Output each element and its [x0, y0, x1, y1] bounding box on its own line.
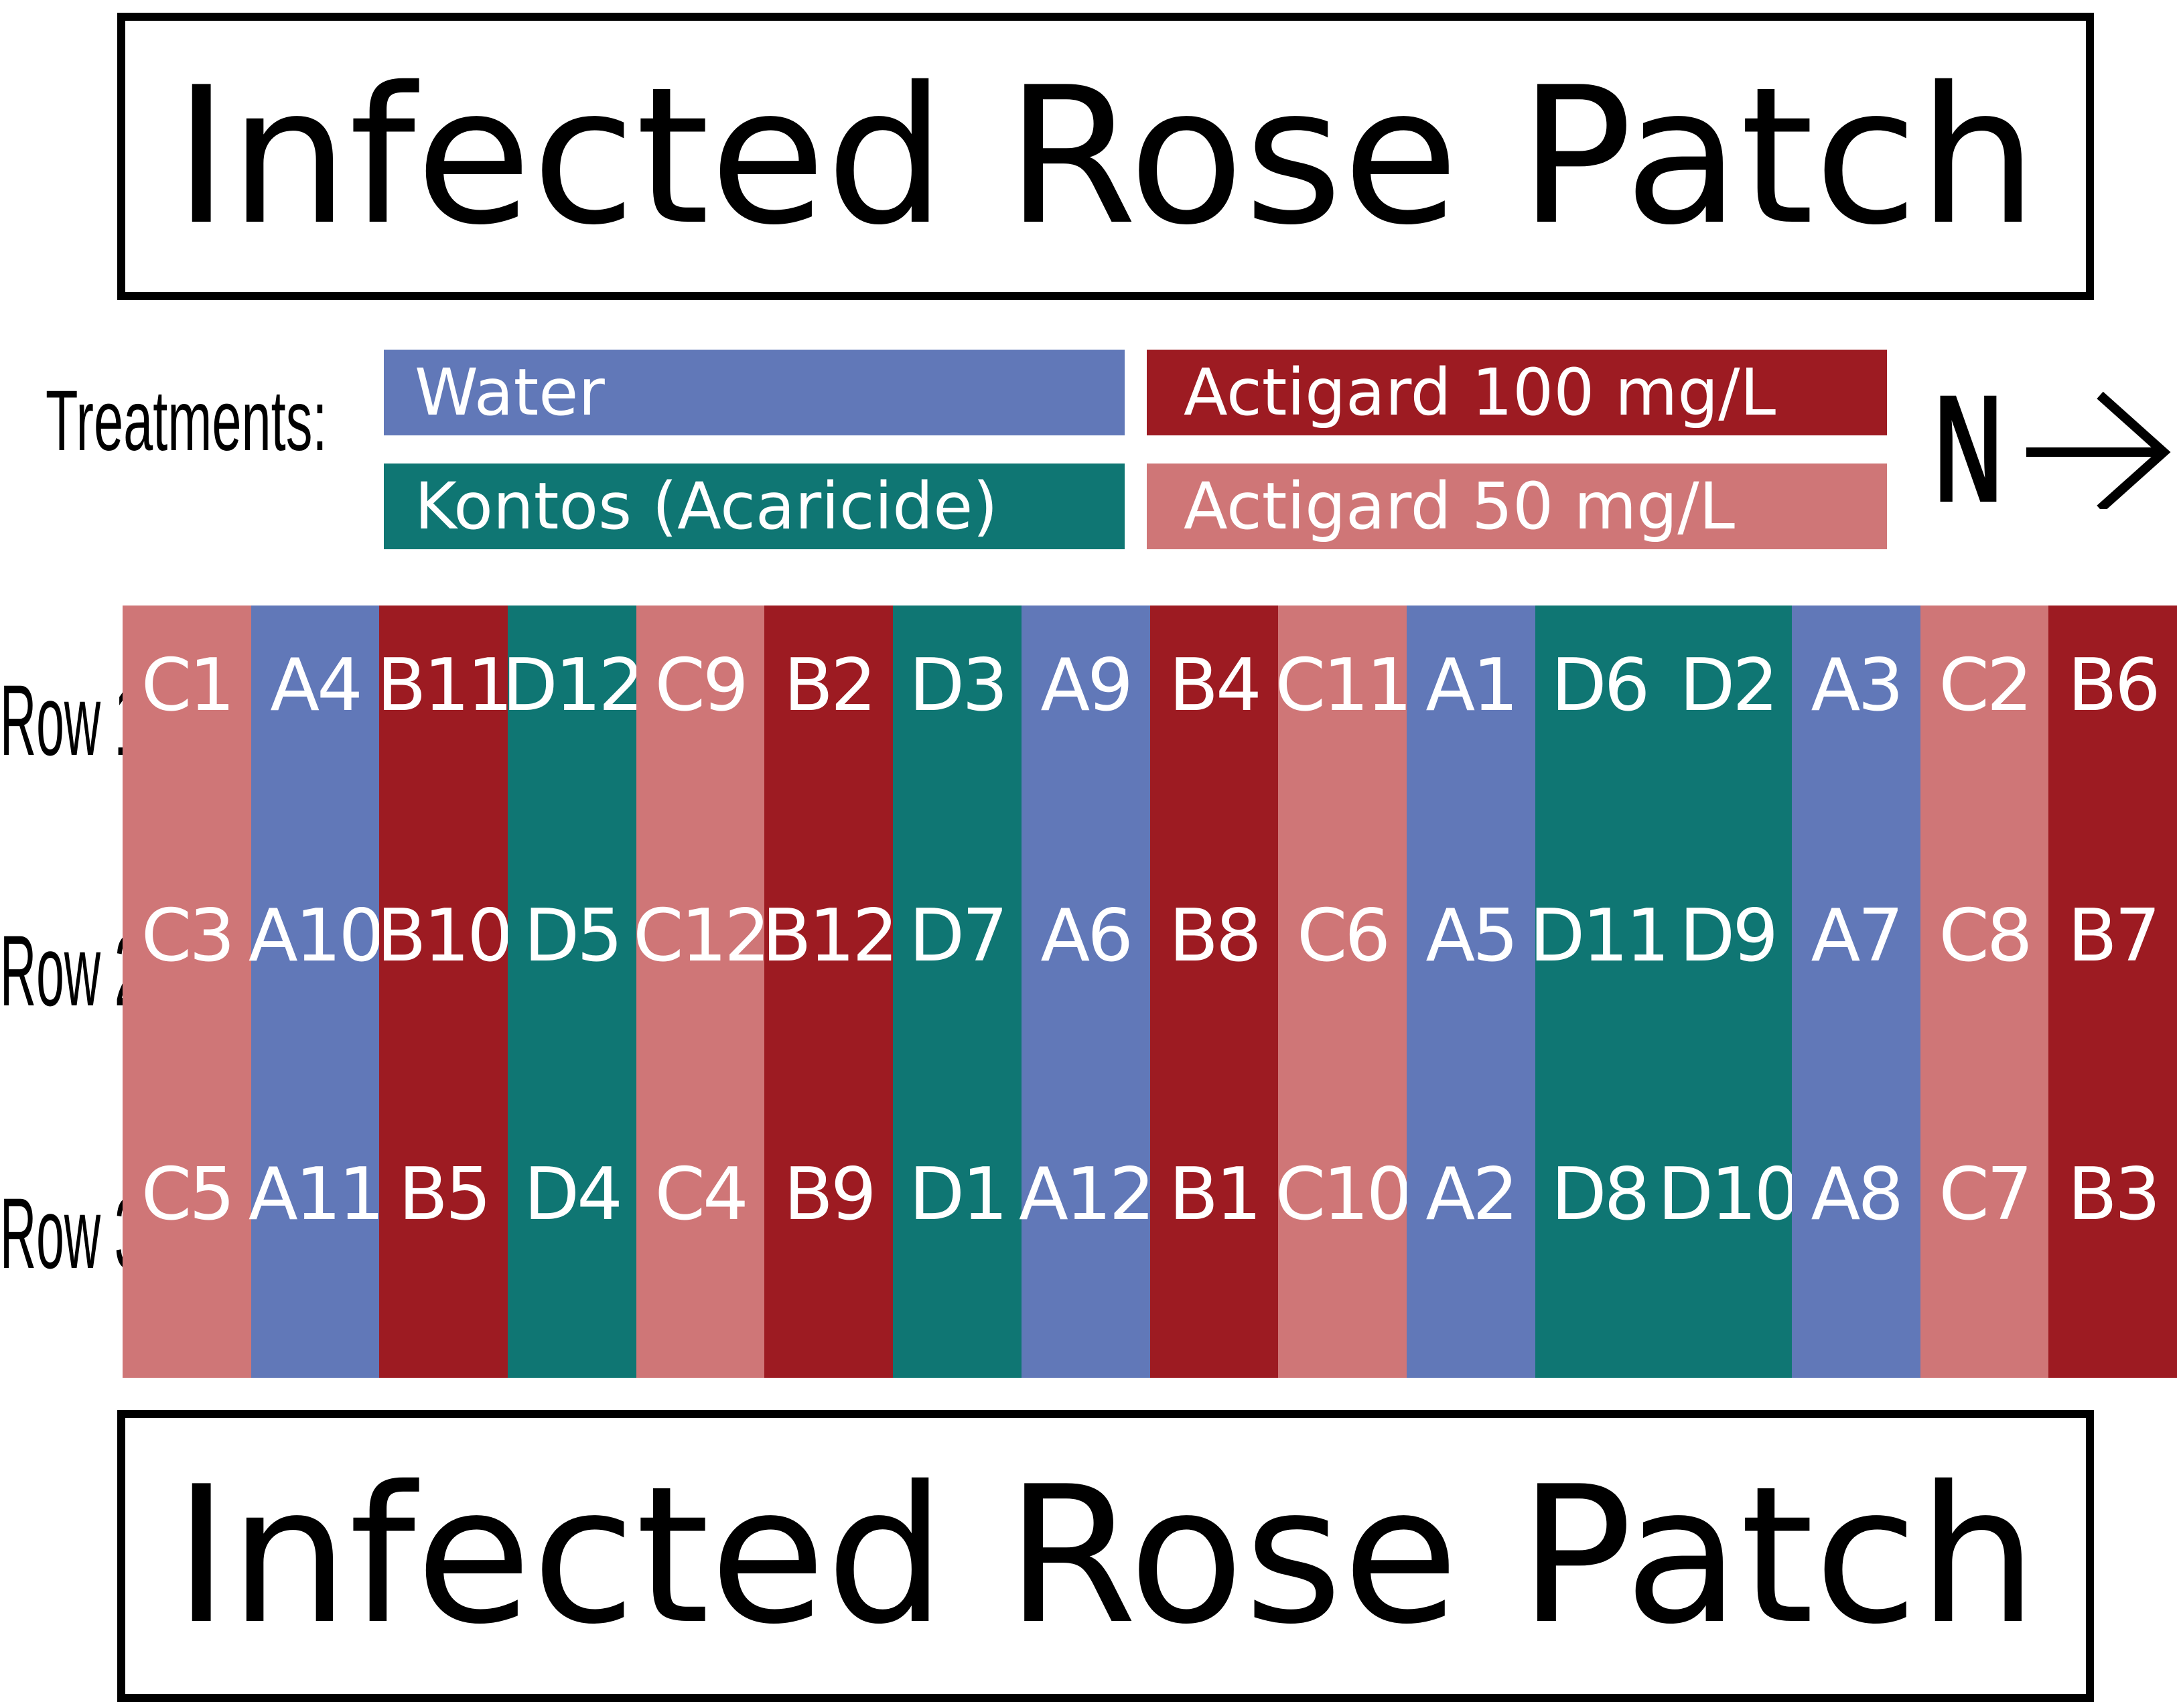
legend-kontos-label: Kontos (Acaricide) — [415, 474, 998, 539]
plot-label: A1 — [1407, 639, 1535, 733]
plot-column: D12 D5 D4 — [508, 606, 636, 1378]
plot-label: C11 — [1278, 639, 1407, 733]
plot-grid: C1 C3 C5 A4 A10 A11 B11 B10 B5 D12 D5 D4 C9 C12 C4 B2 B1… — [123, 606, 2177, 1378]
patch-bottom-title: Infected Rose Patch — [173, 1462, 2038, 1650]
plot-column: A9 A6 A12 — [1022, 606, 1150, 1378]
plot-label: D11 — [1535, 889, 1664, 983]
plot-label: C2 — [1920, 639, 2049, 733]
legend-water-label: Water — [415, 360, 605, 425]
legend-kontos: Kontos (Acaricide) — [384, 464, 1125, 549]
infected-rose-patch-bottom: Infected Rose Patch — [117, 1410, 2094, 1702]
plot-label: A5 — [1407, 889, 1535, 983]
plot-column: D2 D9 D10 — [1663, 606, 1792, 1378]
plot-label: C7 — [1920, 1148, 2049, 1242]
legend-water: Water — [384, 350, 1125, 435]
plot-column: A1 A5 A2 — [1407, 606, 1535, 1378]
plot-column: A4 A10 A11 — [251, 606, 380, 1378]
plot-label: D6 — [1535, 639, 1664, 733]
plot-label: A3 — [1792, 639, 1920, 733]
plot-label: A6 — [1022, 889, 1150, 983]
plot-label: A12 — [1022, 1148, 1150, 1242]
plot-label: C10 — [1278, 1148, 1407, 1242]
legend-actigard-50: Actigard 50 mg/L — [1147, 464, 1887, 549]
plot-label: B10 — [379, 889, 508, 983]
legend-actigard-100: Actigard 100 mg/L — [1147, 350, 1887, 435]
plot-label: B11 — [379, 639, 508, 733]
plot-label: C6 — [1278, 889, 1407, 983]
plot-column: B2 B12 B9 — [764, 606, 893, 1378]
plot-label: B8 — [1150, 889, 1279, 983]
plot-label: D2 — [1663, 639, 1792, 733]
plot-column: C11 C6 C10 — [1278, 606, 1407, 1378]
plot-column: C1 C3 C5 — [123, 606, 251, 1378]
plot-label: D7 — [893, 889, 1022, 983]
plot-label: C1 — [123, 639, 251, 733]
plot-label: B5 — [379, 1148, 508, 1242]
plot-label: C9 — [636, 639, 765, 733]
plot-label: D4 — [508, 1148, 636, 1242]
plot-label: C8 — [1920, 889, 2049, 983]
plot-label: B6 — [2048, 639, 2177, 733]
plot-label: D1 — [893, 1148, 1022, 1242]
plot-column: A3 A7 A8 — [1792, 606, 1920, 1378]
plot-label: B2 — [764, 639, 893, 733]
plot-label: C12 — [636, 889, 765, 983]
patch-top-title: Infected Rose Patch — [173, 62, 2038, 251]
plot-label: A2 — [1407, 1148, 1535, 1242]
plot-column: C2 C8 C7 — [1920, 606, 2049, 1378]
legend-actigard-100-label: Actigard 100 mg/L — [1184, 360, 1776, 425]
plot-label: D9 — [1663, 889, 1792, 983]
plot-label: A9 — [1022, 639, 1150, 733]
plot-label: C5 — [123, 1148, 251, 1242]
plot-column: D3 D7 D1 — [893, 606, 1022, 1378]
row-label-1: Row 1 — [0, 670, 143, 770]
row-label-3: Row 3 — [0, 1183, 143, 1283]
row-label-2: Row 2 — [0, 920, 143, 1021]
plot-label: A11 — [251, 1148, 380, 1242]
plot-label: B9 — [764, 1148, 893, 1242]
arrow-right-icon — [2026, 388, 2174, 509]
plot-label: B7 — [2048, 889, 2177, 983]
infected-rose-patch-top: Infected Rose Patch — [117, 13, 2094, 300]
plot-label: D10 — [1663, 1148, 1792, 1242]
plot-label: A4 — [251, 639, 380, 733]
plot-label: D3 — [893, 639, 1022, 733]
plot-label: B3 — [2048, 1148, 2177, 1242]
plot-label: C4 — [636, 1148, 765, 1242]
plot-label: B12 — [764, 889, 893, 983]
plot-column: B11 B10 B5 — [379, 606, 508, 1378]
plot-label: D12 — [508, 639, 636, 733]
plot-label: B1 — [1150, 1148, 1279, 1242]
north-label: N — [1934, 372, 2003, 526]
plot-label: A7 — [1792, 889, 1920, 983]
plot-label: C3 — [123, 889, 251, 983]
plot-label: A8 — [1792, 1148, 1920, 1242]
plot-column: B6 B7 B3 — [2048, 606, 2177, 1378]
plot-label: D5 — [508, 889, 636, 983]
plot-column: B4 B8 B1 — [1150, 606, 1279, 1378]
plot-column: D6 D11 D8 — [1535, 606, 1664, 1378]
plot-label: A10 — [251, 889, 380, 983]
plot-label: D8 — [1535, 1148, 1664, 1242]
plot-column: C9 C12 C4 — [636, 606, 765, 1378]
treatments-label: Treatments: — [46, 378, 327, 464]
legend-actigard-50-label: Actigard 50 mg/L — [1184, 474, 1735, 539]
plot-label: B4 — [1150, 639, 1279, 733]
